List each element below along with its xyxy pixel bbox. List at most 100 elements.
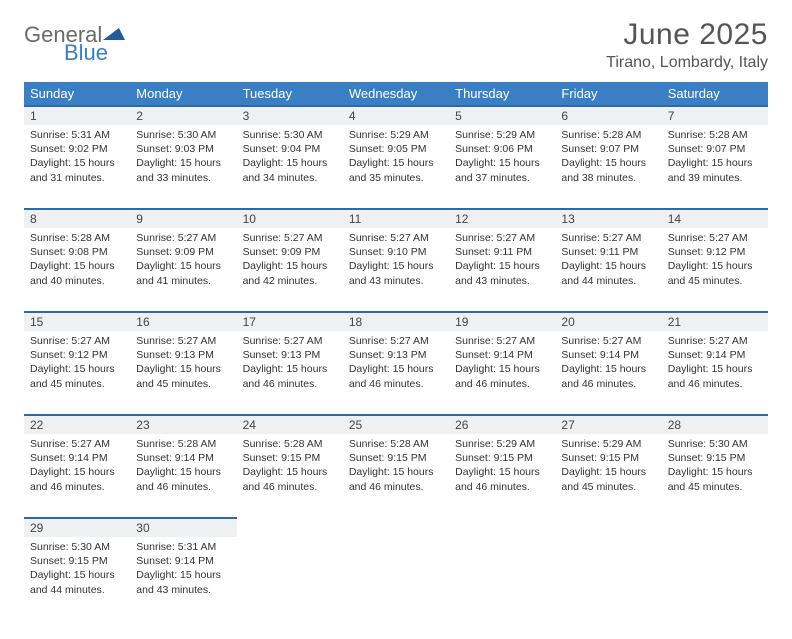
day-content: Sunrise: 5:27 AMSunset: 9:10 PMDaylight:… bbox=[343, 228, 449, 294]
weekday-header: Tuesday bbox=[237, 82, 343, 106]
day-number-row: 891011121314 bbox=[24, 209, 768, 228]
day-number bbox=[555, 518, 661, 537]
header: GeneralBlue June 2025 Tirano, Lombardy, … bbox=[24, 18, 768, 72]
day-content: Sunrise: 5:31 AMSunset: 9:02 PMDaylight:… bbox=[24, 125, 130, 191]
day-content: Sunrise: 5:31 AMSunset: 9:14 PMDaylight:… bbox=[130, 537, 236, 603]
day-content: Sunrise: 5:27 AMSunset: 9:11 PMDaylight:… bbox=[449, 228, 555, 294]
day-content: Sunrise: 5:28 AMSunset: 9:15 PMDaylight:… bbox=[237, 434, 343, 500]
day-number bbox=[237, 518, 343, 537]
day-number: 16 bbox=[130, 312, 236, 331]
page: { "brand": { "part1": "General", "part2"… bbox=[0, 0, 792, 639]
day-cell: Sunrise: 5:29 AMSunset: 9:15 PMDaylight:… bbox=[555, 434, 661, 518]
day-cell bbox=[343, 537, 449, 621]
day-cell: Sunrise: 5:28 AMSunset: 9:14 PMDaylight:… bbox=[130, 434, 236, 518]
day-cell: Sunrise: 5:30 AMSunset: 9:04 PMDaylight:… bbox=[237, 125, 343, 209]
day-number: 11 bbox=[343, 209, 449, 228]
calendar-body: 1234567Sunrise: 5:31 AMSunset: 9:02 PMDa… bbox=[24, 106, 768, 621]
day-number-row: 22232425262728 bbox=[24, 415, 768, 434]
day-content: Sunrise: 5:29 AMSunset: 9:05 PMDaylight:… bbox=[343, 125, 449, 191]
day-number: 9 bbox=[130, 209, 236, 228]
day-cell: Sunrise: 5:27 AMSunset: 9:09 PMDaylight:… bbox=[130, 228, 236, 312]
day-cell: Sunrise: 5:27 AMSunset: 9:10 PMDaylight:… bbox=[343, 228, 449, 312]
day-content: Sunrise: 5:27 AMSunset: 9:14 PMDaylight:… bbox=[662, 331, 768, 397]
day-cell: Sunrise: 5:27 AMSunset: 9:13 PMDaylight:… bbox=[343, 331, 449, 415]
day-content: Sunrise: 5:27 AMSunset: 9:13 PMDaylight:… bbox=[343, 331, 449, 397]
day-cell: Sunrise: 5:27 AMSunset: 9:14 PMDaylight:… bbox=[662, 331, 768, 415]
day-content: Sunrise: 5:28 AMSunset: 9:07 PMDaylight:… bbox=[555, 125, 661, 191]
day-number: 14 bbox=[662, 209, 768, 228]
day-cell: Sunrise: 5:31 AMSunset: 9:02 PMDaylight:… bbox=[24, 125, 130, 209]
weekday-header: Thursday bbox=[449, 82, 555, 106]
month-title: June 2025 bbox=[606, 18, 768, 52]
weekday-row: SundayMondayTuesdayWednesdayThursdayFrid… bbox=[24, 82, 768, 106]
day-number bbox=[449, 518, 555, 537]
day-number: 6 bbox=[555, 106, 661, 125]
day-content: Sunrise: 5:28 AMSunset: 9:08 PMDaylight:… bbox=[24, 228, 130, 294]
day-number bbox=[343, 518, 449, 537]
day-number: 10 bbox=[237, 209, 343, 228]
day-cell: Sunrise: 5:29 AMSunset: 9:15 PMDaylight:… bbox=[449, 434, 555, 518]
day-number: 20 bbox=[555, 312, 661, 331]
logo-text-blue: Blue bbox=[64, 42, 125, 64]
day-cell: Sunrise: 5:31 AMSunset: 9:14 PMDaylight:… bbox=[130, 537, 236, 621]
day-number: 15 bbox=[24, 312, 130, 331]
day-content: Sunrise: 5:28 AMSunset: 9:14 PMDaylight:… bbox=[130, 434, 236, 500]
day-content: Sunrise: 5:27 AMSunset: 9:11 PMDaylight:… bbox=[555, 228, 661, 294]
day-content: Sunrise: 5:27 AMSunset: 9:09 PMDaylight:… bbox=[237, 228, 343, 294]
day-cell: Sunrise: 5:27 AMSunset: 9:14 PMDaylight:… bbox=[24, 434, 130, 518]
day-cell: Sunrise: 5:28 AMSunset: 9:08 PMDaylight:… bbox=[24, 228, 130, 312]
weekday-header: Wednesday bbox=[343, 82, 449, 106]
day-number-row: 1234567 bbox=[24, 106, 768, 125]
day-cell: Sunrise: 5:27 AMSunset: 9:14 PMDaylight:… bbox=[449, 331, 555, 415]
day-cell: Sunrise: 5:29 AMSunset: 9:05 PMDaylight:… bbox=[343, 125, 449, 209]
weekday-header: Monday bbox=[130, 82, 236, 106]
day-cell: Sunrise: 5:30 AMSunset: 9:15 PMDaylight:… bbox=[662, 434, 768, 518]
day-cell bbox=[555, 537, 661, 621]
day-content-row: Sunrise: 5:31 AMSunset: 9:02 PMDaylight:… bbox=[24, 125, 768, 209]
day-cell: Sunrise: 5:30 AMSunset: 9:03 PMDaylight:… bbox=[130, 125, 236, 209]
calendar-table: SundayMondayTuesdayWednesdayThursdayFrid… bbox=[24, 82, 768, 621]
day-content: Sunrise: 5:27 AMSunset: 9:14 PMDaylight:… bbox=[24, 434, 130, 500]
day-content: Sunrise: 5:30 AMSunset: 9:04 PMDaylight:… bbox=[237, 125, 343, 191]
day-number-row: 15161718192021 bbox=[24, 312, 768, 331]
day-number: 26 bbox=[449, 415, 555, 434]
day-number-row: 2930 bbox=[24, 518, 768, 537]
day-number: 13 bbox=[555, 209, 661, 228]
day-cell: Sunrise: 5:28 AMSunset: 9:07 PMDaylight:… bbox=[555, 125, 661, 209]
day-cell: Sunrise: 5:28 AMSunset: 9:07 PMDaylight:… bbox=[662, 125, 768, 209]
day-cell: Sunrise: 5:27 AMSunset: 9:12 PMDaylight:… bbox=[662, 228, 768, 312]
day-number: 5 bbox=[449, 106, 555, 125]
day-content: Sunrise: 5:30 AMSunset: 9:03 PMDaylight:… bbox=[130, 125, 236, 191]
day-number: 12 bbox=[449, 209, 555, 228]
day-content: Sunrise: 5:28 AMSunset: 9:07 PMDaylight:… bbox=[662, 125, 768, 191]
day-cell: Sunrise: 5:27 AMSunset: 9:11 PMDaylight:… bbox=[449, 228, 555, 312]
day-content-row: Sunrise: 5:27 AMSunset: 9:12 PMDaylight:… bbox=[24, 331, 768, 415]
day-content-row: Sunrise: 5:28 AMSunset: 9:08 PMDaylight:… bbox=[24, 228, 768, 312]
day-cell: Sunrise: 5:27 AMSunset: 9:12 PMDaylight:… bbox=[24, 331, 130, 415]
day-cell bbox=[662, 537, 768, 621]
day-content: Sunrise: 5:29 AMSunset: 9:15 PMDaylight:… bbox=[555, 434, 661, 500]
weekday-header: Friday bbox=[555, 82, 661, 106]
day-number: 24 bbox=[237, 415, 343, 434]
day-number: 18 bbox=[343, 312, 449, 331]
day-content: Sunrise: 5:27 AMSunset: 9:12 PMDaylight:… bbox=[24, 331, 130, 397]
day-number: 23 bbox=[130, 415, 236, 434]
weekday-header: Saturday bbox=[662, 82, 768, 106]
day-number: 3 bbox=[237, 106, 343, 125]
day-content-row: Sunrise: 5:27 AMSunset: 9:14 PMDaylight:… bbox=[24, 434, 768, 518]
day-content: Sunrise: 5:27 AMSunset: 9:14 PMDaylight:… bbox=[449, 331, 555, 397]
day-number: 19 bbox=[449, 312, 555, 331]
day-number: 17 bbox=[237, 312, 343, 331]
day-cell: Sunrise: 5:27 AMSunset: 9:11 PMDaylight:… bbox=[555, 228, 661, 312]
day-number: 30 bbox=[130, 518, 236, 537]
day-number: 1 bbox=[24, 106, 130, 125]
title-block: June 2025 Tirano, Lombardy, Italy bbox=[606, 18, 768, 72]
day-content: Sunrise: 5:28 AMSunset: 9:15 PMDaylight:… bbox=[343, 434, 449, 500]
day-number: 22 bbox=[24, 415, 130, 434]
day-number: 27 bbox=[555, 415, 661, 434]
day-cell: Sunrise: 5:28 AMSunset: 9:15 PMDaylight:… bbox=[237, 434, 343, 518]
day-cell bbox=[449, 537, 555, 621]
day-number: 2 bbox=[130, 106, 236, 125]
day-content: Sunrise: 5:27 AMSunset: 9:13 PMDaylight:… bbox=[130, 331, 236, 397]
day-content: Sunrise: 5:29 AMSunset: 9:06 PMDaylight:… bbox=[449, 125, 555, 191]
